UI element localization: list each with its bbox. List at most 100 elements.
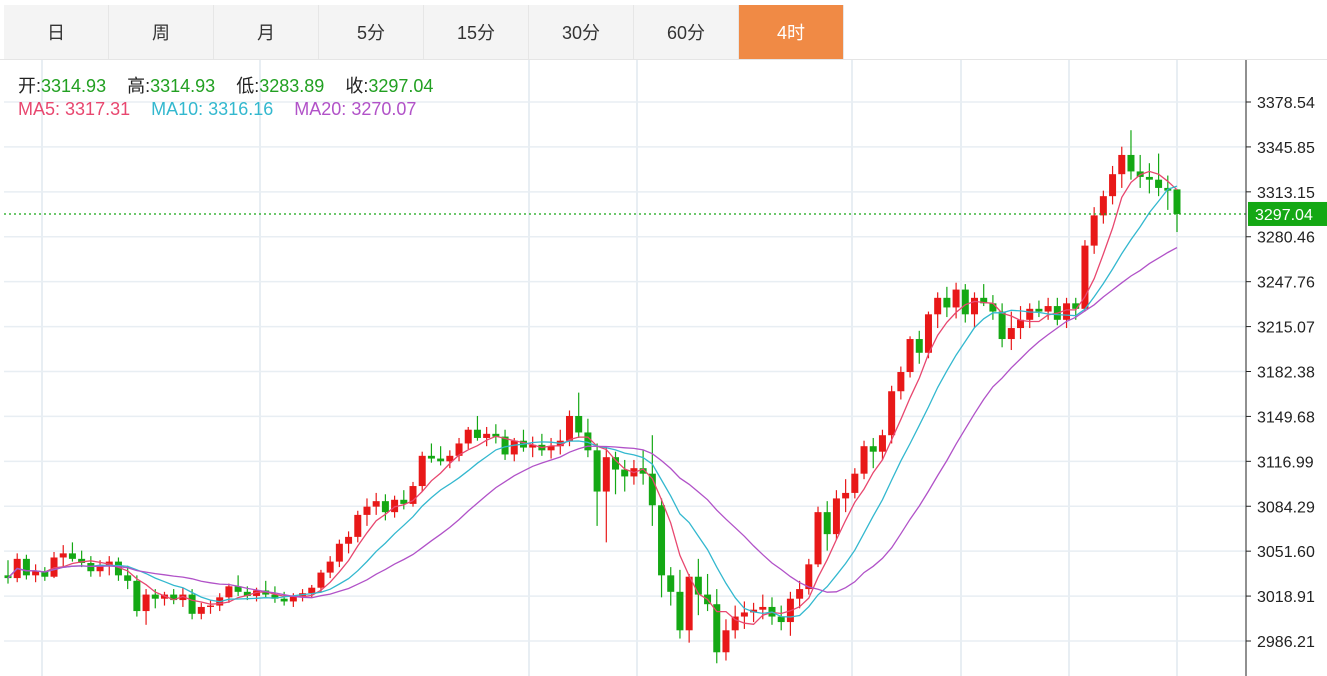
candle-59 xyxy=(547,437,555,459)
candle-14 xyxy=(133,575,141,617)
tab-4[interactable]: 15分 xyxy=(424,5,529,59)
candle-127 xyxy=(1173,189,1181,233)
candle-body-80 xyxy=(740,612,748,617)
candle-15 xyxy=(142,589,150,625)
tab-5[interactable]: 30分 xyxy=(529,5,634,59)
y-tick-label-9: 3084.29 xyxy=(1257,499,1315,516)
open-label: 开: xyxy=(18,76,42,96)
candle-body-31 xyxy=(289,595,297,602)
candle-body-37 xyxy=(345,536,353,544)
candle-122 xyxy=(1127,130,1135,180)
tab-3[interactable]: 5分 xyxy=(319,5,424,59)
tab-0[interactable]: 日 xyxy=(4,5,109,59)
ma20-label: MA20: xyxy=(294,99,347,119)
candle-51 xyxy=(473,415,481,441)
candle-75 xyxy=(694,558,702,616)
candle-body-100 xyxy=(924,314,932,353)
candle-body-109 xyxy=(1007,328,1015,340)
candle-body-28 xyxy=(262,590,270,595)
candle-body-40 xyxy=(372,501,380,507)
candle-body-5 xyxy=(50,557,58,577)
y-tick-label-10: 3051.60 xyxy=(1257,544,1315,561)
tabs-divider xyxy=(0,59,1327,60)
candle-body-91 xyxy=(842,492,850,499)
candle-35 xyxy=(326,556,334,579)
y-tick-label-11: 3018.91 xyxy=(1257,589,1315,606)
candle-115 xyxy=(1063,297,1071,329)
candle-83 xyxy=(768,597,776,625)
candle-body-13 xyxy=(124,575,132,581)
candle-body-67 xyxy=(621,469,629,477)
candle-93 xyxy=(860,440,868,480)
candle-95 xyxy=(878,429,886,460)
candle-body-62 xyxy=(575,415,583,433)
candle-body-99 xyxy=(915,339,923,353)
candle-body-105 xyxy=(970,297,978,315)
candle-body-102 xyxy=(943,297,951,308)
candle-body-55 xyxy=(510,440,518,455)
candle-body-77 xyxy=(713,604,721,653)
candle-96 xyxy=(888,385,896,444)
candle-52 xyxy=(483,426,491,447)
candle-body-52 xyxy=(483,433,491,438)
candle-body-93 xyxy=(860,446,868,474)
candle-120 xyxy=(1109,165,1117,205)
candle-91 xyxy=(842,479,850,513)
candle-body-103 xyxy=(952,289,960,308)
candle-73 xyxy=(676,569,684,639)
candle-37 xyxy=(345,531,353,554)
candle-98 xyxy=(906,336,914,378)
ma20-value: 3270.07 xyxy=(351,99,417,119)
candle-body-42 xyxy=(391,499,399,513)
candle-body-38 xyxy=(354,514,362,537)
candle-44 xyxy=(409,481,417,507)
candle-body-94 xyxy=(869,446,877,452)
candle-62 xyxy=(575,392,583,438)
candle-40 xyxy=(372,492,380,515)
candle-body-82 xyxy=(759,606,767,610)
candle-86 xyxy=(796,580,804,609)
candle-114 xyxy=(1053,297,1061,326)
candle-body-53 xyxy=(492,433,500,437)
tab-1[interactable]: 周 xyxy=(109,5,214,59)
candle-body-113 xyxy=(1044,306,1052,312)
candle-body-12 xyxy=(114,561,122,576)
candle-22 xyxy=(207,600,215,614)
candle-body-27 xyxy=(253,590,261,596)
candle-107 xyxy=(989,295,997,320)
candle-97 xyxy=(897,366,905,400)
candle-21 xyxy=(197,602,205,620)
candle-body-118 xyxy=(1090,215,1098,246)
candle-74 xyxy=(685,573,693,643)
y-tick-label-4: 3247.76 xyxy=(1257,275,1315,292)
close-value: 3297.04 xyxy=(368,76,434,96)
chart-grid xyxy=(4,60,1246,676)
candle-38 xyxy=(354,510,362,543)
candle-105 xyxy=(970,292,978,329)
candle-body-106 xyxy=(980,297,988,304)
candle-28 xyxy=(262,580,270,598)
candle-111 xyxy=(1026,303,1034,329)
ma-readout: MA5: 3317.31 MA10: 3316.16 MA20: 3270.07 xyxy=(18,99,416,120)
candle-body-21 xyxy=(197,606,205,614)
y-tick-label-5: 3215.07 xyxy=(1257,320,1315,337)
candle-112 xyxy=(1035,300,1043,318)
ma10-value: 3316.16 xyxy=(208,99,274,119)
y-tick-label-6: 3182.38 xyxy=(1257,364,1315,381)
candle-body-65 xyxy=(602,457,610,492)
candle-110 xyxy=(1017,306,1025,340)
candle-body-122 xyxy=(1127,154,1135,172)
candle-17 xyxy=(160,591,168,606)
candle-body-18 xyxy=(170,594,178,601)
candle-72 xyxy=(667,567,675,606)
candle-46 xyxy=(427,443,435,463)
candle-body-84 xyxy=(777,616,785,623)
candle-48 xyxy=(446,450,454,469)
candle-body-92 xyxy=(851,473,859,493)
tab-7[interactable]: 4时 xyxy=(739,5,844,59)
y-tick-label-0: 3378.54 xyxy=(1257,95,1315,112)
tab-6[interactable]: 60分 xyxy=(634,5,739,59)
tab-2[interactable]: 月 xyxy=(214,5,319,59)
candle-body-69 xyxy=(639,468,647,474)
